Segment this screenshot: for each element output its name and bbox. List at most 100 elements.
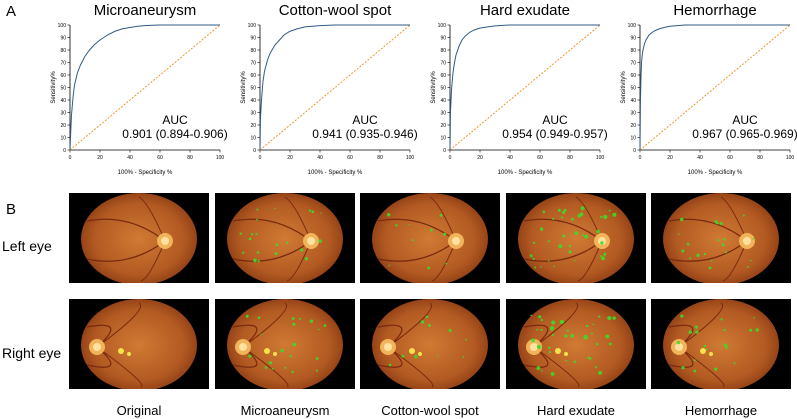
chart-4-xtick-label: 40 [697, 155, 703, 161]
chart-4-ytick-label: 80 [630, 48, 636, 54]
chart-2-ytick-label: 10 [250, 135, 256, 141]
chart-3-xtick-label: 40 [507, 155, 513, 161]
chart-4-xtick-label: 100 [786, 155, 795, 161]
row-label-right-eye: Right eye [2, 345, 62, 361]
chart-2-reference-line [259, 24, 411, 151]
chart-1-ytick-label: 70 [60, 60, 66, 66]
chart-1-auc-value: 0.901 (0.894-0.906) [122, 127, 227, 141]
chart-3-xtick-label: 100 [596, 155, 605, 161]
chart-2-xtick-label: 40 [317, 155, 323, 161]
chart-1-ytick-label: 0 [63, 148, 66, 154]
chart-3-ytick-label: 10 [440, 135, 446, 141]
column-label-hemorrhage: Hemorrhage [684, 403, 758, 418]
fundus-image-left-eye-hemorrhage [651, 193, 791, 283]
chart-4-ytick-label: 100 [628, 23, 637, 29]
chart-2-ytick-label: 90 [250, 35, 256, 41]
chart-3-roc-curve [449, 24, 600, 151]
fundus-image-right-eye-cotton-wool-spot [360, 299, 500, 389]
chart-2-xtick-label: 100 [406, 155, 415, 161]
chart-1-roc-curve [69, 24, 220, 151]
chart-2-roc-curve [259, 24, 410, 151]
chart-1-ytick-label: 30 [60, 110, 66, 116]
chart-2-title: Cotton-wool spot [279, 2, 392, 19]
chart-1-x-axis-label: 100% - Specificity % [118, 170, 173, 176]
chart-4-y-axis-label: Sensitivity% [621, 71, 627, 104]
chart-1-ytick-label: 50 [60, 85, 66, 91]
chart-3-y-axis-label: Sensitivity% [431, 71, 437, 104]
fundus-image-left-eye-original [69, 193, 209, 283]
chart-4-ytick-label: 50 [630, 85, 636, 91]
chart-2-xtick-label: 0 [259, 155, 262, 161]
column-label-microaneurysm: Microaneurysm [240, 403, 330, 418]
chart-2-ytick-label: 60 [250, 73, 256, 79]
chart-2-ytick-label: 70 [250, 60, 256, 66]
chart-4-title: Hemorrhage [673, 2, 756, 19]
chart-3-ytick-label: 60 [440, 73, 446, 79]
chart-4-reference-line [639, 24, 791, 151]
row-label-left-eye: Left eye [2, 238, 52, 254]
chart-1-xtick-label: 20 [97, 155, 103, 161]
chart-4-xtick-label: 0 [639, 155, 642, 161]
chart-4-ytick-label: 0 [633, 148, 636, 154]
chart-1-ytick-label: 100 [58, 23, 67, 29]
column-label-original: Original [116, 403, 162, 418]
chart-1-ytick-label: 40 [60, 98, 66, 104]
chart-2-ytick-label: 50 [250, 85, 256, 91]
chart-2-xtick-label: 60 [347, 155, 353, 161]
chart-1-xtick-label: 60 [157, 155, 163, 161]
chart-3-ytick-label: 50 [440, 85, 446, 91]
chart-2-ytick-label: 20 [250, 123, 256, 129]
chart-3-reference-line [449, 24, 601, 151]
chart-3-xtick-label: 20 [477, 155, 483, 161]
chart-3-xtick-label: 0 [449, 155, 452, 161]
fundus-image-right-eye-microaneurysm [215, 299, 355, 389]
chart-4-xtick-label: 80 [757, 155, 763, 161]
chart-2-y-axis-label: Sensitivity% [241, 71, 247, 104]
chart-3-ytick-label: 20 [440, 123, 446, 129]
chart-2-x-axis-label: 100% - Specificity % [308, 170, 363, 176]
chart-1-y-axis-label: Sensitivity% [51, 71, 57, 104]
chart-2-xtick-label: 80 [377, 155, 383, 161]
chart-4-xtick-label: 60 [727, 155, 733, 161]
column-label-hard-exudate: Hard exudate [536, 403, 616, 418]
chart-3-title: Hard exudate [480, 2, 570, 19]
chart-2-ytick-label: 0 [253, 148, 256, 154]
fundus-image-right-eye-hemorrhage [651, 299, 791, 389]
chart-4-ytick-label: 90 [630, 35, 636, 41]
chart-2-auc-value: 0.941 (0.935-0.946) [312, 127, 417, 141]
chart-3-auc-value: 0.954 (0.949-0.957) [502, 127, 607, 141]
chart-1-title: Microaneurysm [94, 2, 197, 19]
chart-3-ytick-label: 80 [440, 48, 446, 54]
chart-1-xtick-label: 100 [216, 155, 225, 161]
chart-1-ytick-label: 90 [60, 35, 66, 41]
panel-a-label: A [6, 3, 17, 20]
chart-1-auc-label: AUC [162, 113, 188, 127]
chart-1-ytick-label: 20 [60, 123, 66, 129]
chart-3-ytick-label: 40 [440, 98, 446, 104]
chart-4-ytick-label: 60 [630, 73, 636, 79]
fundus-image-right-eye-original [69, 299, 209, 389]
chart-3-ytick-label: 0 [443, 148, 446, 154]
chart-4-auc-label: AUC [732, 113, 758, 127]
chart-4-roc-curve [639, 24, 790, 151]
chart-1-xtick-label: 0 [69, 155, 72, 161]
chart-4-ytick-label: 10 [630, 135, 636, 141]
chart-1-xtick-label: 40 [127, 155, 133, 161]
chart-4-ytick-label: 40 [630, 98, 636, 104]
chart-3-xtick-label: 80 [567, 155, 573, 161]
fundus-image-left-eye-hard-exudate [506, 193, 646, 283]
chart-2-ytick-label: 40 [250, 98, 256, 104]
chart-4-ytick-label: 30 [630, 110, 636, 116]
chart-4-xtick-label: 20 [667, 155, 673, 161]
fundus-image-left-eye-cotton-wool-spot [360, 193, 500, 283]
chart-4-ytick-label: 70 [630, 60, 636, 66]
chart-4-auc-value: 0.967 (0.965-0.969) [692, 127, 797, 141]
chart-1-ytick-label: 60 [60, 73, 66, 79]
chart-1-reference-line [69, 24, 221, 151]
chart-3-xtick-label: 60 [537, 155, 543, 161]
chart-2-auc-label: AUC [352, 113, 378, 127]
chart-2-xtick-label: 20 [287, 155, 293, 161]
chart-4-x-axis-label: 100% - Specificity % [688, 170, 743, 176]
chart-2-ytick-label: 100 [248, 23, 257, 29]
